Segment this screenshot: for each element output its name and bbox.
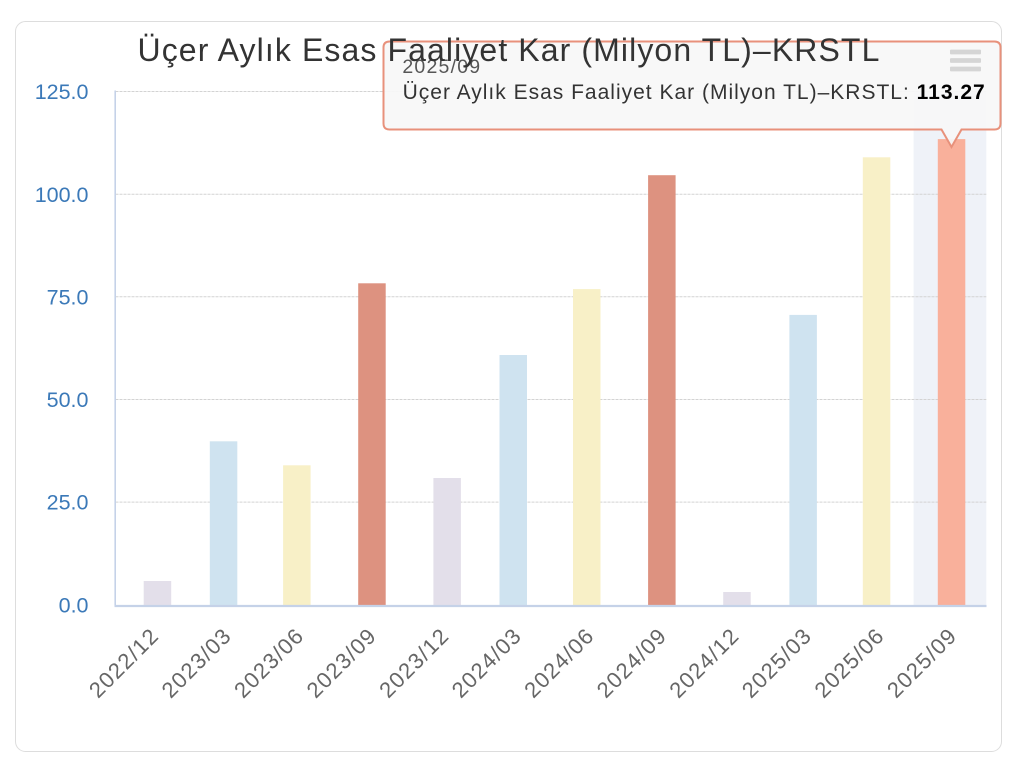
svg-text:125.0: 125.0 [35, 80, 89, 104]
svg-text:2025/09: 2025/09 [402, 56, 481, 78]
svg-text:25.0: 25.0 [47, 491, 89, 515]
svg-text:Üçer Aylık Esas Faaliyet Kar (: Üçer Aylık Esas Faaliyet Kar (Milyon TL)… [138, 32, 881, 68]
svg-text:75.0: 75.0 [47, 285, 89, 309]
svg-text:100.0: 100.0 [35, 183, 89, 207]
svg-text:Üçer Aylık Esas Faaliyet Kar (: Üçer Aylık Esas Faaliyet Kar (Milyon TL)… [403, 81, 986, 104]
svg-text:50.0: 50.0 [47, 388, 89, 412]
svg-text:0.0: 0.0 [59, 593, 89, 617]
